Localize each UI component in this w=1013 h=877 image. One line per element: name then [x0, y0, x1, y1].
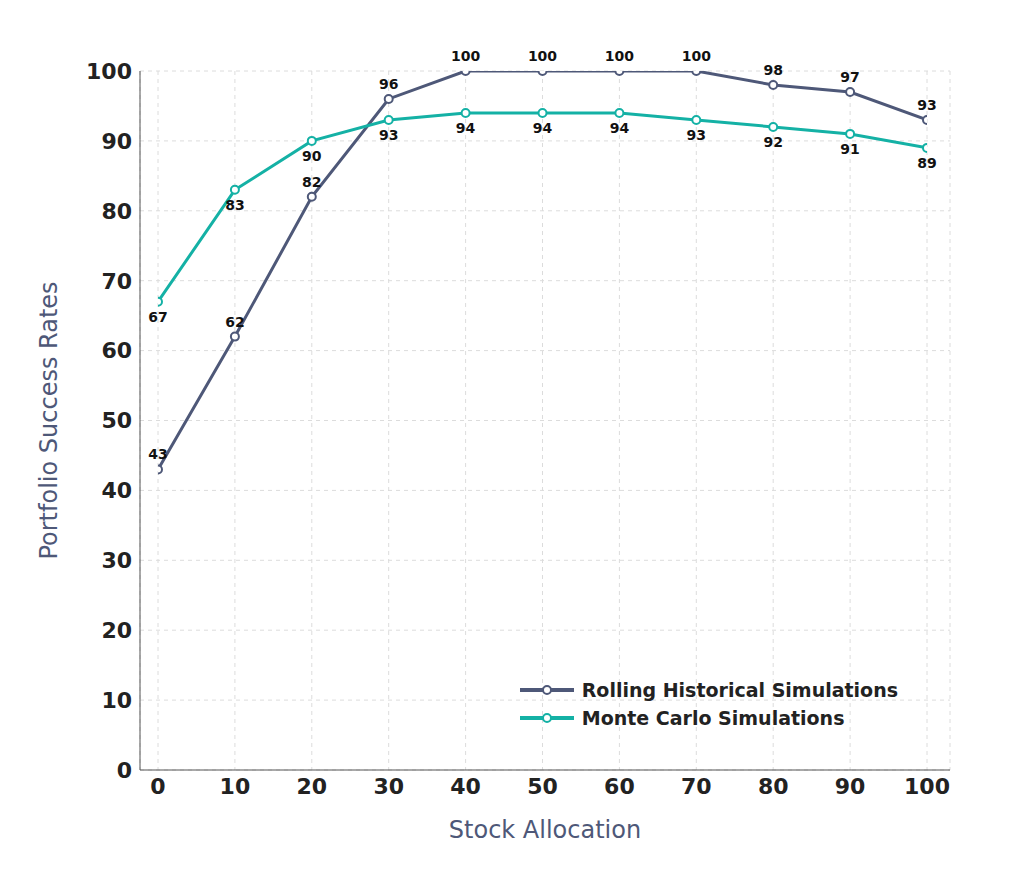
- svg-text:Portfolio Success Rates: Portfolio Success Rates: [35, 281, 63, 559]
- svg-text:70: 70: [681, 774, 712, 799]
- svg-text:40: 40: [450, 774, 481, 799]
- svg-text:100: 100: [451, 48, 480, 64]
- svg-text:Stock Allocation: Stock Allocation: [449, 816, 641, 844]
- svg-text:93: 93: [917, 97, 936, 113]
- svg-text:100: 100: [528, 48, 557, 64]
- svg-text:83: 83: [225, 197, 244, 213]
- svg-text:93: 93: [687, 127, 706, 143]
- svg-text:70: 70: [101, 269, 132, 294]
- svg-text:100: 100: [904, 774, 950, 799]
- svg-text:96: 96: [379, 76, 398, 92]
- svg-text:20: 20: [296, 774, 327, 799]
- svg-text:94: 94: [456, 120, 476, 136]
- svg-text:10: 10: [220, 774, 251, 799]
- svg-text:60: 60: [604, 774, 635, 799]
- svg-text:0: 0: [117, 758, 132, 783]
- svg-text:94: 94: [610, 120, 630, 136]
- svg-text:50: 50: [101, 408, 132, 433]
- svg-text:43: 43: [148, 446, 167, 462]
- svg-text:40: 40: [101, 478, 132, 503]
- svg-text:30: 30: [101, 548, 132, 573]
- html-text:Monte Carlo Simulations: Monte Carlo Simulations: [581, 707, 845, 729]
- svg-text:62: 62: [225, 314, 244, 330]
- svg-text:100: 100: [86, 59, 132, 84]
- svg-text:94: 94: [533, 120, 553, 136]
- svg-text:20: 20: [101, 618, 132, 643]
- svg-text:98: 98: [763, 62, 782, 78]
- svg-text:100: 100: [605, 48, 634, 64]
- svg-text:50: 50: [527, 774, 558, 799]
- svg-text:97: 97: [840, 69, 859, 85]
- svg-text:80: 80: [101, 199, 132, 224]
- svg-text:10: 10: [101, 688, 132, 713]
- svg-text:90: 90: [835, 774, 866, 799]
- svg-text:91: 91: [840, 141, 859, 157]
- svg-text:82: 82: [302, 174, 321, 190]
- svg-text:67: 67: [148, 309, 167, 325]
- svg-text:60: 60: [101, 338, 132, 363]
- html-text:Rolling Historical Simulations: Rolling Historical Simulations: [581, 679, 898, 701]
- svg-text:30: 30: [373, 774, 404, 799]
- svg-text:89: 89: [917, 155, 936, 171]
- svg-text:0: 0: [150, 774, 165, 799]
- svg-text:100: 100: [682, 48, 711, 64]
- svg-text:90: 90: [101, 129, 132, 154]
- svg-text:92: 92: [763, 134, 782, 150]
- svg-text:90: 90: [302, 148, 322, 164]
- svg-text:93: 93: [379, 127, 398, 143]
- svg-text:80: 80: [758, 774, 789, 799]
